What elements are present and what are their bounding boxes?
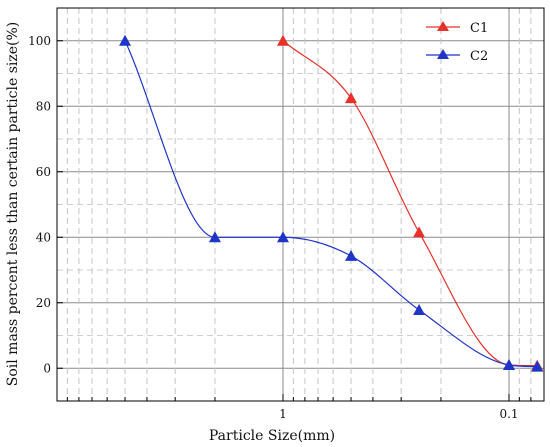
legend-marker-c2 <box>437 49 449 59</box>
legend-label-c1: C1 <box>470 21 488 36</box>
plot-frame <box>56 7 545 402</box>
data-point-c2 <box>276 231 289 243</box>
legend-marker-c1 <box>437 21 449 31</box>
data-point-c1 <box>413 226 426 238</box>
legend-label-c2: C2 <box>470 49 488 64</box>
legend: C1 C2 <box>426 21 488 64</box>
y-tick-label: 80 <box>36 99 51 113</box>
x-tick-label: 1 <box>279 407 287 421</box>
x-tick-labels: 1 0.1 <box>279 407 518 421</box>
y-tick-label: 100 <box>28 34 51 48</box>
y-tick-label: 20 <box>36 296 51 310</box>
data-point-c2 <box>119 34 132 46</box>
y-tick-label: 0 <box>43 361 51 375</box>
grid-lines <box>57 7 544 402</box>
series-line-c2 <box>124 40 538 368</box>
data-point-c1 <box>345 92 358 104</box>
data-point-c2 <box>413 303 426 315</box>
data-point-c1 <box>276 34 289 46</box>
y-tick-label: 40 <box>36 230 51 244</box>
data-point-c2 <box>208 231 221 243</box>
data-point-c2 <box>531 360 544 372</box>
series-layer <box>119 34 544 372</box>
y-tick-label: 60 <box>36 165 51 179</box>
y-tick-labels: 0 20 40 60 80 100 <box>28 34 51 376</box>
y-axis-title: Soil mass percent less than certain part… <box>5 22 21 387</box>
data-point-c2 <box>345 249 358 261</box>
x-tick-label: 0.1 <box>499 407 518 421</box>
x-axis-title: Particle Size(mm) <box>209 428 335 444</box>
minor-ticks <box>57 40 532 401</box>
data-point-c2 <box>502 358 515 370</box>
